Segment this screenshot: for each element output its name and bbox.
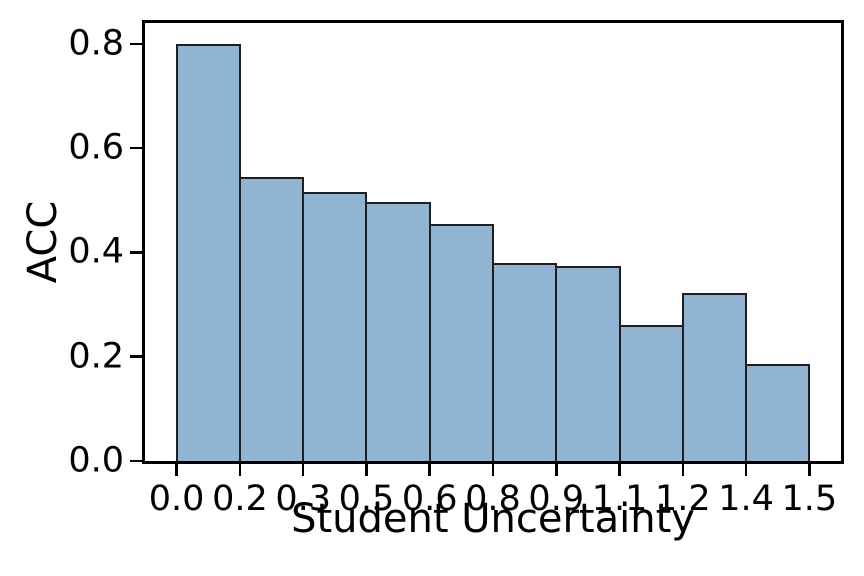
x-tick-mark [555,464,558,476]
x-tick-mark [175,464,178,476]
histogram-bar [555,266,621,461]
y-tick-label: 0.4 [68,231,124,272]
y-tick-label: 0.0 [68,440,124,481]
y-tick-mark [130,42,142,46]
x-tick-label: 1.4 [718,479,774,519]
x-tick-label: 0.9 [528,479,585,519]
histogram-bar [618,325,684,461]
x-tick-mark [808,464,811,476]
x-tick-label: 0.5 [338,479,395,519]
y-tick-label: 0.8 [68,23,124,64]
histogram-bar [745,363,811,461]
x-tick-mark [491,464,495,476]
y-tick-mark [130,459,142,463]
plot-area [142,20,844,464]
x-tick-label: 1.5 [781,479,838,519]
x-tick-label: 0.0 [148,479,205,519]
y-tick-mark [130,251,142,254]
x-tick-label: 0.2 [212,479,268,519]
x-tick-mark [365,464,368,476]
histogram-bar [238,177,305,461]
x-tick-mark [301,464,305,476]
x-tick-label: 1.2 [654,479,711,519]
histogram-bar [492,262,558,461]
x-tick-mark [238,464,242,476]
x-tick-label: 0.6 [401,479,458,519]
y-tick-mark [130,146,142,150]
x-tick-mark [428,464,431,476]
x-tick-label: 1.1 [591,479,648,519]
histogram-bar [681,292,748,461]
x-tick-label: 0.8 [465,479,521,519]
x-tick-mark [618,464,621,476]
y-axis-label: ACC [20,200,66,284]
y-tick-mark [130,355,142,358]
histogram-bar [302,192,368,461]
x-axis-label: Student Uncertainty [291,496,695,542]
histogram-bar [175,43,241,461]
histogram-bar [365,201,431,461]
histogram-bar [428,224,494,461]
x-tick-label: 0.3 [275,479,332,519]
y-tick-label: 0.6 [68,127,124,168]
y-tick-label: 0.2 [68,336,124,377]
x-tick-mark [681,464,685,476]
x-tick-mark [744,464,748,476]
